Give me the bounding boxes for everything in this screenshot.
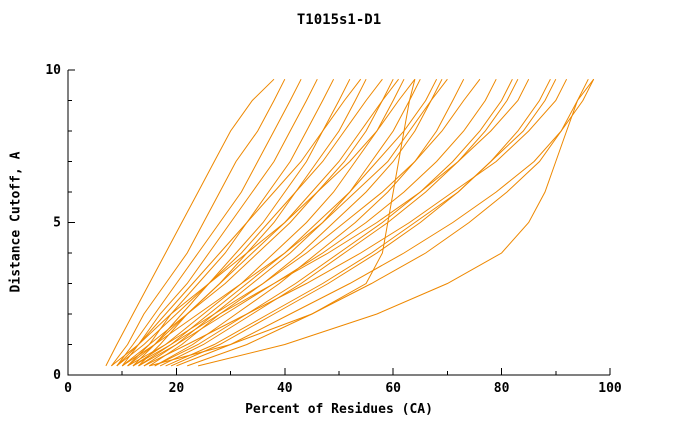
model-curve: [132, 78, 351, 367]
model-curve: [127, 78, 399, 367]
model-curve: [154, 78, 465, 367]
model-curve: [154, 78, 513, 367]
model-curve: [176, 78, 595, 367]
chart-title: T1015s1-D1: [296, 12, 382, 28]
x-tick-label: 40: [277, 381, 293, 396]
model-curve: [121, 78, 448, 367]
model-curve: [187, 78, 589, 367]
model-curve: [105, 78, 275, 367]
x-axis-label: Percent of Residues (CA): [245, 402, 433, 417]
model-curve: [116, 78, 362, 367]
model-curve: [159, 78, 519, 367]
model-curve: [138, 78, 438, 367]
model-curve: [197, 78, 595, 367]
y-tick-label: 10: [45, 63, 61, 78]
model-curve: [165, 78, 557, 367]
model-curve: [138, 78, 367, 367]
x-tick-label: 100: [598, 381, 622, 396]
model-curve: [116, 78, 302, 367]
y-tick-label: 5: [53, 216, 61, 231]
model-curve: [116, 78, 383, 367]
model-curve: [132, 78, 405, 367]
model-curve: [149, 79, 416, 367]
x-tick-label: 20: [169, 381, 185, 396]
x-tick-label: 60: [385, 381, 401, 396]
model-curve: [138, 78, 497, 367]
model-curve: [132, 78, 530, 367]
model-curve: [143, 78, 568, 367]
x-tick-label: 80: [494, 381, 510, 396]
model-curve: [127, 78, 481, 367]
y-tick-label: 0: [53, 368, 61, 383]
x-tick-label: 0: [64, 381, 72, 396]
model-curve: [121, 78, 318, 367]
model-curve: [170, 78, 551, 367]
model-curve: [149, 78, 443, 367]
model-curve: [111, 78, 286, 367]
model-curve: [121, 78, 394, 367]
